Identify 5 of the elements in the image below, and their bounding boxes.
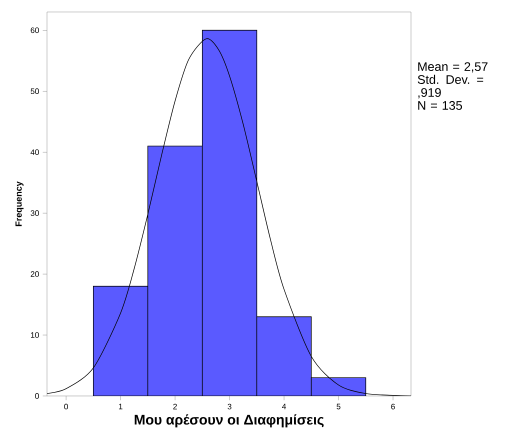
text: N = 135 bbox=[418, 101, 462, 110]
text: Std. Dev. = ,919 bbox=[418, 74, 484, 98]
text: Mean = 2,57 bbox=[418, 62, 488, 72]
x-axis-title: Μου αρέσουν οι Διαφημίσεις bbox=[134, 414, 324, 428]
y-axis-title: Frequency bbox=[16, 181, 24, 226]
